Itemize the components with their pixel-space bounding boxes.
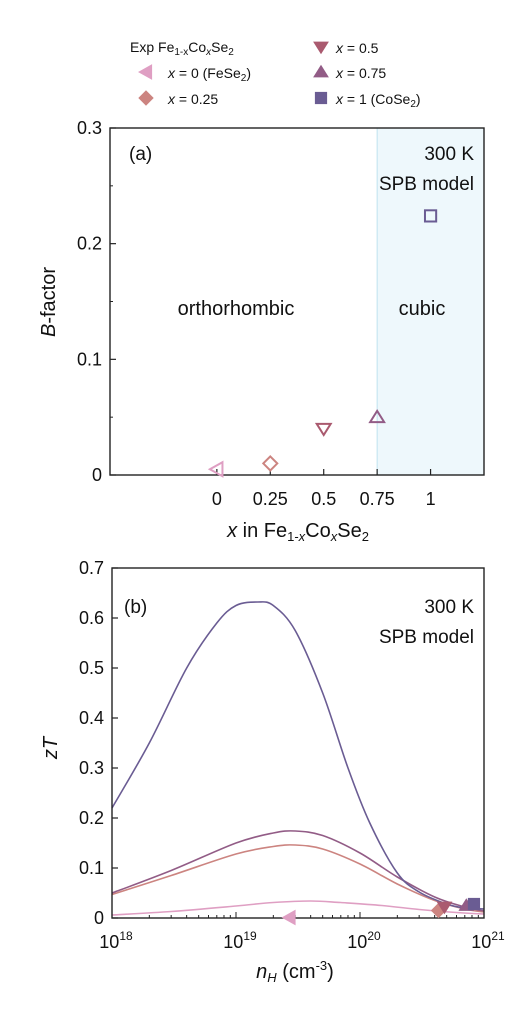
square-point	[467, 897, 481, 911]
y-axis-ticks: 0 0.1 0.2 0.3 0.4 0.5 0.6 0.7	[79, 558, 118, 928]
y-tick-label: 0.3	[79, 758, 104, 778]
x-axis-title: x in Fe1-xCoxSe2	[226, 520, 369, 544]
y-tick-label: 0.1	[77, 349, 102, 369]
x-tick-label: 1019	[223, 929, 257, 952]
legend-marker-diamond	[138, 90, 154, 106]
panel-label: (a)	[129, 144, 152, 165]
legend-label-x1: x = 1 (CoSe2)	[335, 91, 421, 110]
y-tick-label: 0	[94, 908, 104, 928]
x-axis-title: nH (cm-3)	[256, 958, 334, 985]
temperature-annotation: 300 K	[424, 144, 474, 165]
region-label-cubic: cubic	[399, 298, 446, 320]
zt-curve	[111, 601, 485, 910]
triangle-left-point	[281, 909, 296, 926]
x-tick-label: 1	[426, 489, 436, 509]
data-points	[207, 209, 438, 478]
x-tick-label: 0.5	[311, 489, 336, 509]
legend-marker-triangle-left	[137, 64, 153, 80]
square-legend-marker	[314, 91, 328, 105]
x-axis-ticks: 1018 1019 1020 1021	[99, 912, 505, 952]
y-tick-label: 0.1	[79, 858, 104, 878]
diamond-legend-marker	[138, 90, 154, 106]
zt-curve	[111, 830, 485, 912]
legend-marker-triangle-up	[313, 64, 329, 78]
legend-label-x0: x = 0 (FeSe2)	[167, 65, 251, 84]
y-axis-title: zT	[40, 735, 62, 760]
y-axis-title: B-factor	[38, 267, 60, 337]
data-points	[281, 897, 481, 926]
x-tick-label: 1018	[99, 929, 133, 952]
x-tick-label: 0.25	[253, 489, 288, 509]
y-tick-label: 0.5	[79, 658, 104, 678]
y-tick-label: 0.4	[79, 708, 104, 728]
panel-label: (b)	[124, 597, 147, 618]
panel-a-bfactor: 0 0.1 0.2 0.3 0 0.25 0.5 0.75 1 (a) 300 K SPB m…	[38, 118, 485, 544]
square-point	[423, 209, 438, 223]
y-tick-label: 0.6	[79, 608, 104, 628]
region-label-orthorhombic: orthorhombic	[178, 298, 295, 320]
diamond-point	[261, 455, 279, 472]
plot-frame	[109, 127, 485, 476]
panel-b-zt: 00.10.20.30.40.50.60.7 1018 1019 1020 1021 …	[40, 558, 505, 985]
triangle-down-point	[314, 422, 333, 437]
triangle-up-point	[368, 408, 386, 424]
triangle-left-legend-marker	[137, 64, 153, 80]
x-axis-ticks: 0 0.25 0.5 0.75 1	[212, 469, 436, 509]
x-tick-label: 1021	[471, 929, 505, 952]
legend-header: Exp Fe1-xCoxSe2	[130, 39, 234, 58]
y-tick-label: 0.2	[79, 808, 104, 828]
x-tick-label: 0.75	[360, 489, 395, 509]
model-annotation: SPB model	[379, 174, 474, 195]
legend-label-x05: x = 0.5	[335, 40, 379, 56]
legend-marker-square	[314, 91, 328, 105]
x-tick-label: 1020	[347, 929, 381, 952]
y-tick-label: 0.3	[77, 118, 102, 138]
y-tick-label: 0.7	[79, 558, 104, 578]
temperature-annotation: 300 K	[424, 597, 474, 618]
triangle-left-point	[207, 460, 224, 478]
y-tick-label: 0.2	[77, 234, 102, 254]
y-tick-label: 0	[92, 465, 102, 485]
legend-label-x075: x = 0.75	[335, 65, 386, 81]
triangle-down-point	[436, 901, 453, 915]
legend-label-x025: x = 0.25	[167, 91, 218, 107]
plot-frame	[111, 567, 485, 919]
zt-curve	[111, 900, 485, 916]
triangle-down-legend-marker	[313, 41, 329, 55]
triangle-up-legend-marker	[313, 64, 329, 78]
zt-curves	[111, 601, 485, 916]
legend: Exp Fe1-xCoxSe2 x = 0 (FeSe2) x = 0.25 x…	[130, 39, 421, 110]
legend-marker-triangle-down	[313, 41, 329, 55]
model-annotation: SPB model	[379, 627, 474, 648]
cubic-region-shading	[377, 128, 484, 475]
x-tick-label: 0	[212, 489, 222, 509]
